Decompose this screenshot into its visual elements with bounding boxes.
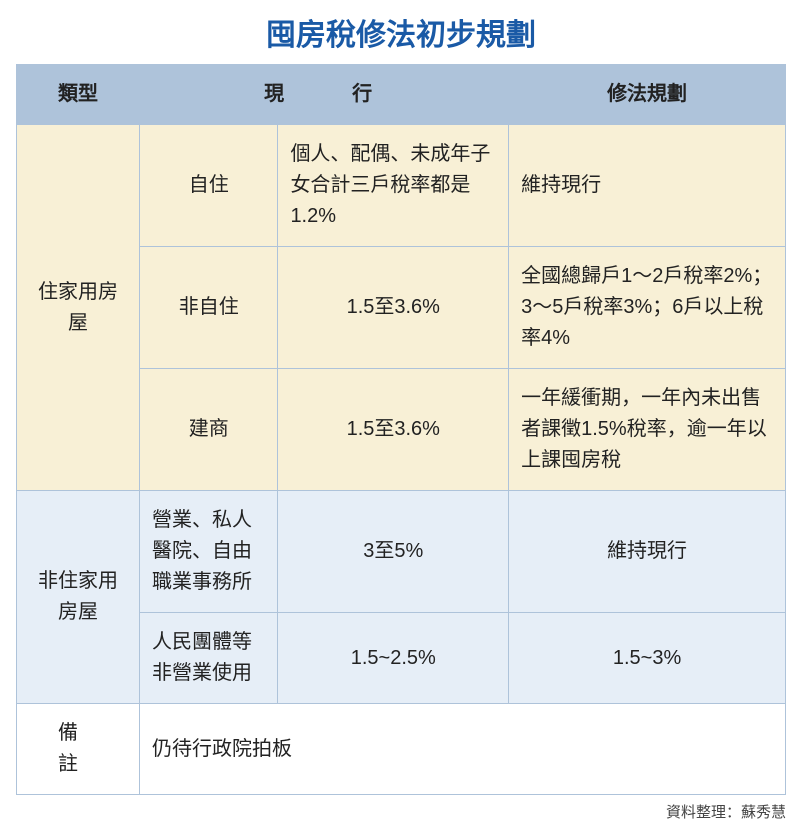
- note-value: 仍待行政院拍板: [140, 704, 786, 795]
- table-row: 非住家用房屋營業、私人醫院、自由職業事務所3至5%維持現行: [17, 491, 786, 613]
- current-cell: 1.5至3.6%: [278, 247, 509, 369]
- group-cell: 非住家用房屋: [17, 491, 140, 704]
- sub-cell: 非自住: [140, 247, 278, 369]
- current-cell: 1.5至3.6%: [278, 369, 509, 491]
- plan-cell: 1.5~3%: [509, 613, 786, 704]
- note-label: 備 註: [17, 704, 140, 795]
- table-container: 囤房稅修法初步規劃 類型 現 行 修法規劃 住家用房屋自住個人、配偶、未成年子女…: [0, 0, 802, 830]
- group-cell: 住家用房屋: [17, 125, 140, 491]
- plan-cell: 一年緩衝期，一年內未出售者課徵1.5%稅率，逾一年以上課囤房稅: [509, 369, 786, 491]
- current-cell: 3至5%: [278, 491, 509, 613]
- current-cell: 1.5~2.5%: [278, 613, 509, 704]
- sub-cell: 自住: [140, 125, 278, 247]
- credit-line: 資料整理：蘇秀慧: [16, 795, 786, 822]
- plan-cell: 維持現行: [509, 125, 786, 247]
- col-header-plan: 修法規劃: [509, 65, 786, 125]
- plan-cell: 全國總歸戶1～2戶稅率2%；3～5戶稅率3%；6戶以上稅率4%: [509, 247, 786, 369]
- sub-cell: 建商: [140, 369, 278, 491]
- note-row: 備 註仍待行政院拍板: [17, 704, 786, 795]
- current-cell: 個人、配偶、未成年子女合計三戶稅率都是1.2%: [278, 125, 509, 247]
- col-header-current: 現 行: [140, 65, 509, 125]
- header-row: 類型 現 行 修法規劃: [17, 65, 786, 125]
- table-row: 住家用房屋自住個人、配偶、未成年子女合計三戶稅率都是1.2%維持現行: [17, 125, 786, 247]
- col-header-type: 類型: [17, 65, 140, 125]
- plan-cell: 維持現行: [509, 491, 786, 613]
- sub-cell: 營業、私人醫院、自由職業事務所: [140, 491, 278, 613]
- sub-cell: 人民團體等非營業使用: [140, 613, 278, 704]
- page-title: 囤房稅修法初步規劃: [16, 10, 786, 54]
- tax-table: 類型 現 行 修法規劃 住家用房屋自住個人、配偶、未成年子女合計三戶稅率都是1.…: [16, 64, 786, 795]
